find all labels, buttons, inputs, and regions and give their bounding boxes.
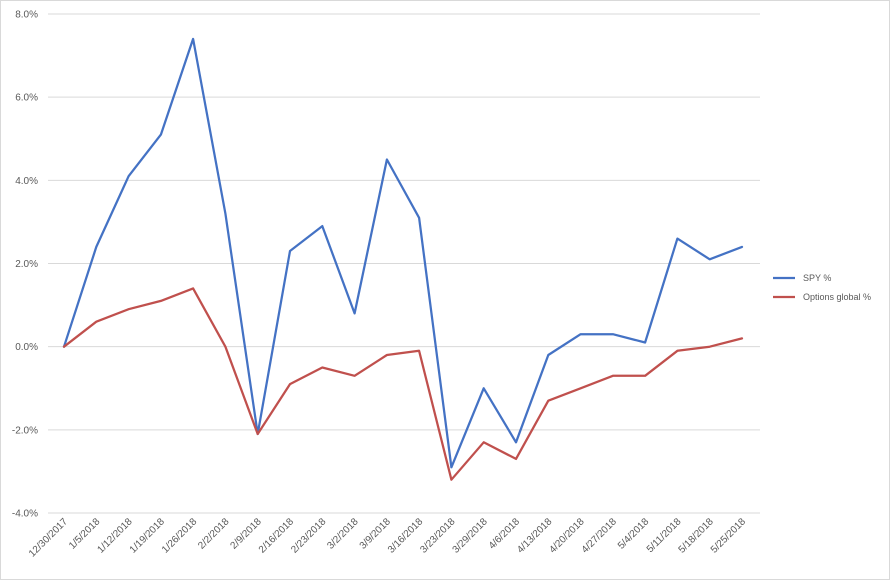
legend-label-0: SPY % xyxy=(803,273,831,283)
y-tick-label-5: 6.0% xyxy=(15,93,38,104)
y-tick-label-6: 8.0% xyxy=(15,10,38,21)
y-tick-label-4: 4.0% xyxy=(15,176,38,187)
legend-label-1: Options global % xyxy=(803,292,871,302)
x-tick-label-21: 5/25/2018 xyxy=(709,516,749,556)
x-tick-label-9: 3/2/2018 xyxy=(325,516,361,552)
y-tick-label-1: -2.0% xyxy=(12,425,38,436)
x-tick-label-0: 12/30/2017 xyxy=(27,516,70,559)
series-line-1 xyxy=(62,287,744,481)
y-tick-label-2: 0.0% xyxy=(15,342,38,353)
y-tick-label-3: 2.0% xyxy=(15,259,38,270)
x-tick-label-17: 4/27/2018 xyxy=(580,516,620,556)
x-tick-label-8: 2/23/2018 xyxy=(289,516,329,556)
series-line-0 xyxy=(62,37,744,469)
x-tick-label-4: 1/26/2018 xyxy=(160,516,200,556)
x-tick-label-5: 2/2/2018 xyxy=(196,516,232,552)
x-tick-label-13: 3/29/2018 xyxy=(451,516,491,556)
y-tick-label-0: -4.0% xyxy=(12,509,38,520)
